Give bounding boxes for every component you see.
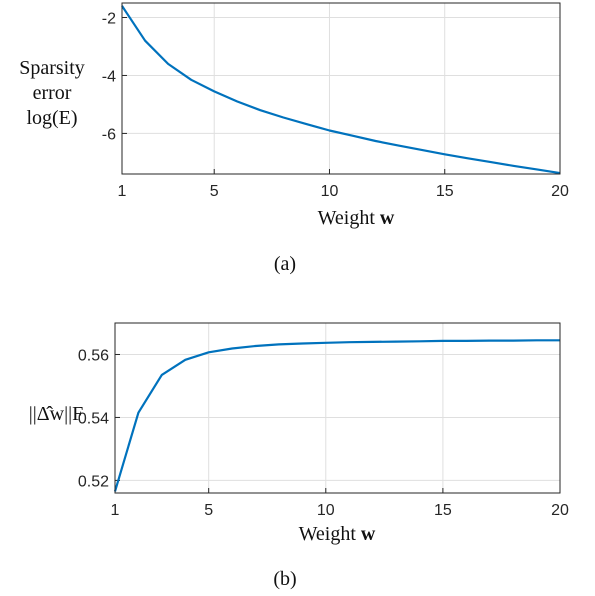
y-tick-label: -6 (102, 126, 116, 143)
series-a (121, 5, 561, 175)
x-ticks-b: 1 5 10 15 20 (111, 488, 569, 519)
y-axis-label-b: ||Δ̂w||F (29, 403, 83, 425)
axes-frame-b (114, 322, 561, 494)
x-tick-label: 1 (111, 502, 120, 519)
y-axis-label-line-1: Sparsity (19, 57, 85, 79)
x-axis-label-a: Weight w (318, 207, 395, 229)
series-line (121, 5, 561, 175)
x-ticks-a: 1 5 10 15 20 (118, 169, 569, 200)
y-ticks-a: -2 -4 -6 (102, 10, 127, 143)
y-axis-label-line-3: log(E) (26, 107, 77, 129)
x-tick-label: 20 (551, 183, 569, 200)
chart-panel-b: 1 5 10 15 20 0.520.540.56 ||Δ̂w||F Weight w … (29, 322, 569, 590)
y-tick-label: 0.54 (78, 410, 109, 427)
x-tick-label: 1 (118, 183, 127, 200)
x-tick-label: 20 (551, 502, 569, 519)
caption-b: (b) (273, 568, 296, 590)
y-tick-label: 0.52 (78, 473, 109, 490)
y-ticks-b: 0.52 0.54 0.56 (78, 347, 120, 490)
series-b (113, 339, 560, 492)
x-tick-label: 5 (204, 502, 213, 519)
x-tick-label: 10 (321, 183, 339, 200)
x-tick-label: 15 (434, 502, 452, 519)
y-tick-label: 0.56 (78, 347, 109, 364)
grid-a (122, 3, 560, 174)
x-tick-label: 5 (210, 183, 219, 200)
series-line (113, 339, 560, 492)
axes-frame-a (121, 2, 561, 175)
x-tick-label: 15 (436, 183, 454, 200)
y-axis-label-line-2: error (33, 82, 72, 104)
grid-b (115, 323, 560, 493)
x-tick-label: 10 (317, 502, 335, 519)
y-tick-label: -2 (102, 10, 116, 27)
x-axis-label-b: Weight w (299, 523, 376, 545)
caption-a: (a) (274, 253, 296, 275)
chart-panel-a: 1 5 10 15 20 -2-4-6 Sparsity error log(E) We… (19, 2, 569, 275)
y-tick-label: -4 (102, 68, 116, 85)
